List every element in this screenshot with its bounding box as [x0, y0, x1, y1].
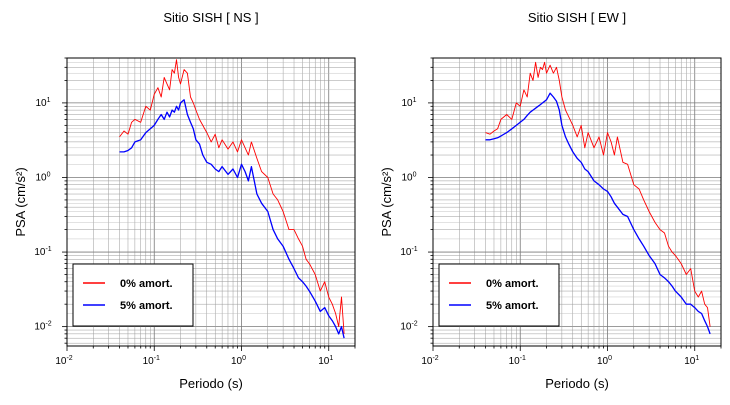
- series-group: [119, 59, 345, 339]
- legend-label: 0% amort.: [120, 278, 173, 290]
- x-tick-label: 10-2: [421, 355, 438, 367]
- y-tick-label: 10-2: [400, 321, 417, 333]
- chart-title: Sitio SISH [ EW ]: [528, 10, 626, 25]
- y-tick-label: 10-2: [34, 321, 51, 333]
- y-axis-label: PSA (cm/s²): [379, 167, 394, 236]
- x-axis-label: Periodo (s): [179, 376, 243, 391]
- y-tick-label: 101: [401, 97, 416, 109]
- chart-panel-0: 10-2 10-1 100 101 10-2 10-1 100 101 Sitio SISH […: [13, 10, 356, 391]
- y-tick-label: 10-1: [400, 246, 417, 258]
- legend: 0% amort. 5% amort.: [438, 263, 560, 327]
- series-line-0: [485, 61, 711, 327]
- chart-panel-1: 10-2 10-1 100 101 10-2 10-1 100 101 Sitio SISH […: [379, 10, 722, 391]
- legend: 0% amort. 5% amort.: [72, 263, 194, 327]
- legend-label: 0% amort.: [486, 278, 539, 290]
- y-tick-label: 100: [401, 171, 416, 183]
- plot-frame: [432, 57, 722, 347]
- legend-box: [438, 263, 560, 327]
- x-tick-label: 100: [231, 355, 246, 367]
- series-line-1: [119, 99, 345, 339]
- y-tick-label: 10-1: [34, 246, 51, 258]
- series-group: [485, 61, 711, 335]
- legend-box: [72, 263, 194, 327]
- legend-label: 5% amort.: [486, 300, 539, 312]
- y-tick-label: 101: [35, 97, 50, 109]
- x-tick-label: 10-1: [509, 355, 526, 367]
- x-tick-label: 10-2: [55, 355, 72, 367]
- x-axis-label: Periodo (s): [545, 376, 609, 391]
- legend-label: 5% amort.: [120, 300, 173, 312]
- x-tick-label: 10-1: [143, 355, 160, 367]
- y-tick-label: 100: [35, 171, 50, 183]
- x-tick-label: 101: [684, 355, 699, 367]
- plot-frame: [66, 57, 356, 347]
- x-tick-label: 100: [597, 355, 612, 367]
- series-line-0: [119, 59, 345, 334]
- y-axis-label: PSA (cm/s²): [13, 167, 28, 236]
- x-tick-label: 101: [318, 355, 333, 367]
- series-line-1: [485, 92, 711, 335]
- chart-title: Sitio SISH [ NS ]: [163, 10, 258, 25]
